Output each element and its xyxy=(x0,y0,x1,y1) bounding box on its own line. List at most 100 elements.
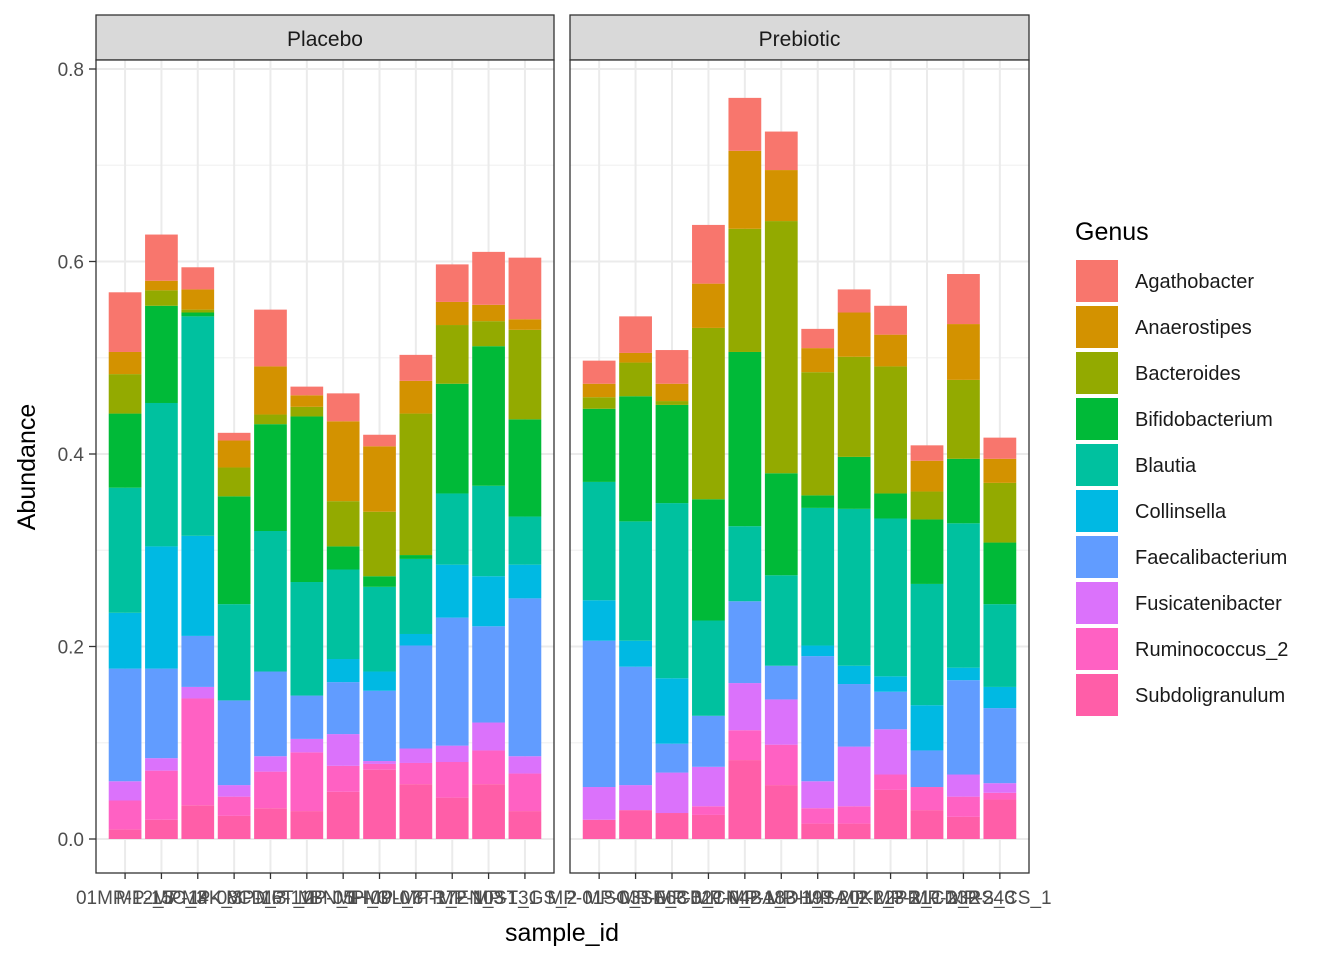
bar-segment-ruminococcus_2 xyxy=(508,773,542,812)
legend-key-bacteroides xyxy=(1076,352,1118,394)
bar-segment-bacteroides xyxy=(947,379,980,459)
bar-segment-agathobacter xyxy=(399,354,433,381)
bar-segment-subdoligranulum xyxy=(508,811,542,839)
bar-segment-fusicatenibacter xyxy=(801,781,835,809)
legend-label-fusicatenibacter: Fusicatenibacter xyxy=(1135,593,1282,615)
bar-segment-agathobacter xyxy=(508,257,542,320)
bar-segment-blautia xyxy=(619,521,652,641)
bar-segment-collinsella xyxy=(108,612,142,669)
x-tick-label: MP-19SA_2 xyxy=(766,888,868,909)
bar-segment-subdoligranulum xyxy=(692,814,725,839)
bar-segment-subdoligranulum xyxy=(655,813,689,839)
bar-segment-bifidobacterium xyxy=(874,493,907,519)
bar-segment-fusicatenibacter xyxy=(254,756,287,772)
bar-segment-agathobacter xyxy=(108,292,142,352)
bar-segment-blautia xyxy=(363,586,396,672)
bar-segment-faecalibacterium xyxy=(290,695,324,739)
bar-segment-blautia xyxy=(837,508,871,666)
bar-segment-subdoligranulum xyxy=(837,823,871,839)
legend-label-collinsella: Collinsella xyxy=(1135,501,1227,523)
bar-segment-subdoligranulum xyxy=(326,791,360,839)
bar-segment-bacteroides xyxy=(181,309,215,313)
x-tick-label: MP-23RS_3 xyxy=(912,888,1016,909)
bar-segment-fusicatenibacter xyxy=(472,722,505,751)
bar-segment-blautia xyxy=(290,582,324,696)
bar-segment-anaerostipes xyxy=(910,460,944,492)
x-tick-label: MP-04BA_3 xyxy=(694,888,796,909)
bar-segment-bifidobacterium xyxy=(508,419,542,517)
bar-segment-faecalibacterium xyxy=(326,682,360,735)
bar-segment-faecalibacterium xyxy=(947,680,980,775)
x-tick-label: MP-15C_3 xyxy=(116,888,207,909)
bar-segment-blautia xyxy=(801,507,835,646)
bar-segment-anaerostipes xyxy=(983,458,1017,483)
bar-segment-agathobacter xyxy=(326,393,360,422)
bar-segment-agathobacter xyxy=(874,305,907,335)
bar-segment-fusicatenibacter xyxy=(655,772,689,814)
bar-segment-ruminococcus_2 xyxy=(801,808,835,824)
bar-segment-subdoligranulum xyxy=(910,810,944,839)
bar-segment-fusicatenibacter xyxy=(983,783,1017,793)
bar-segment-faecalibacterium xyxy=(508,598,542,757)
bar-segment-faecalibacterium xyxy=(619,666,652,786)
bar-segment-fusicatenibacter xyxy=(582,787,616,820)
bar-segment-ruminococcus_2 xyxy=(290,752,324,812)
bar-segment-ruminococcus_2 xyxy=(874,774,907,790)
bar-segment-anaerostipes xyxy=(582,383,616,398)
bar-segment-subdoligranulum xyxy=(145,819,178,839)
bar-segment-bacteroides xyxy=(508,329,542,420)
bar-segment-agathobacter xyxy=(801,328,835,349)
bar-segment-bacteroides xyxy=(399,413,433,556)
x-tick-label: MP-05H_3 xyxy=(298,888,389,909)
bar-segment-agathobacter xyxy=(363,434,396,447)
bar-segment-ruminococcus_2 xyxy=(910,787,944,811)
bar-segment-faecalibacterium xyxy=(435,617,469,746)
bar-segment-subdoligranulum xyxy=(108,829,142,839)
bar-segment-bifidobacterium xyxy=(254,424,287,531)
legend-key-ruminococcus_2 xyxy=(1076,628,1118,670)
bar-segment-faecalibacterium xyxy=(582,640,616,788)
bar-segment-blautia xyxy=(764,575,798,666)
bar-segment-anaerostipes xyxy=(692,283,725,328)
facet-label-placebo: Placebo xyxy=(287,28,363,51)
y-tick-label: 0.2 xyxy=(58,638,84,659)
legend-label-ruminococcus_2: Ruminococcus_2 xyxy=(1135,639,1288,661)
facet-strip-placebo xyxy=(95,14,555,61)
bar-segment-blautia xyxy=(728,526,762,602)
bar-segment-collinsella xyxy=(508,564,542,599)
bar-segment-faecalibacterium xyxy=(692,715,725,767)
bar-segment-bifidobacterium xyxy=(399,555,433,559)
bar-segment-agathobacter xyxy=(217,432,251,441)
y-tick-label: 0.8 xyxy=(58,60,84,81)
bar-segment-fusicatenibacter xyxy=(326,734,360,766)
x-tick-label: MP-16T_2 xyxy=(226,888,315,909)
x-tick-label: MP-09L_3 xyxy=(336,888,424,909)
bar-segment-bacteroides xyxy=(217,467,251,497)
bar-segment-subdoligranulum xyxy=(764,785,798,839)
bar-segment-blautia xyxy=(910,583,944,706)
legend-key-blautia xyxy=(1076,444,1118,486)
bar-segment-agathobacter xyxy=(619,316,652,353)
bar-segment-faecalibacterium xyxy=(399,645,433,749)
bar-segment-fusicatenibacter xyxy=(764,699,798,745)
bar-segment-blautia xyxy=(181,316,215,536)
bar-segment-subdoligranulum xyxy=(290,811,324,839)
bar-segment-fusicatenibacter xyxy=(692,766,725,807)
bar-segment-anaerostipes xyxy=(472,304,505,322)
bar-segment-bifidobacterium xyxy=(472,346,505,486)
bar-segment-ruminococcus_2 xyxy=(728,730,762,761)
bar-segment-collinsella xyxy=(910,705,944,751)
bar-segment-ruminococcus_2 xyxy=(435,762,469,798)
bar-segment-bifidobacterium xyxy=(947,458,980,524)
bar-segment-blautia xyxy=(435,493,469,565)
x-axis-title: sample_id xyxy=(505,919,619,947)
legend-label-faecalibacterium: Faecalibacterium xyxy=(1135,547,1287,569)
bar-segment-fusicatenibacter xyxy=(508,756,542,774)
bar-segment-ruminococcus_2 xyxy=(181,698,215,806)
legend-key-collinsella xyxy=(1076,490,1118,532)
bar-segment-ruminococcus_2 xyxy=(108,800,142,830)
x-tick-label: MP-21CD_2 xyxy=(875,888,980,909)
bar-segment-faecalibacterium xyxy=(983,708,1017,784)
legend-label-agathobacter: Agathobacter xyxy=(1135,271,1254,293)
bar-segment-faecalibacterium xyxy=(363,690,396,762)
